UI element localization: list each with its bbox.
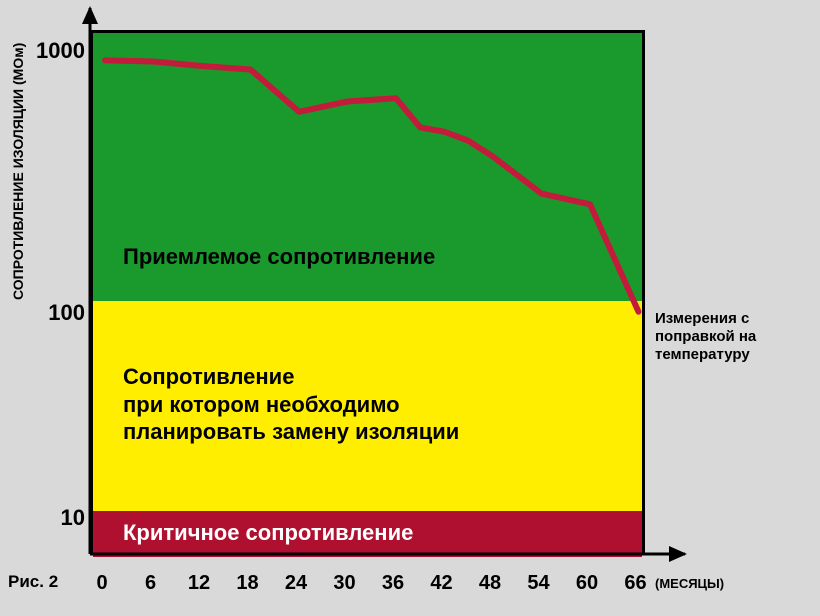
side-note: Измерения споправкой натемпературу	[655, 310, 756, 364]
axes	[0, 0, 820, 616]
figure-label: Рис. 2	[8, 572, 58, 592]
